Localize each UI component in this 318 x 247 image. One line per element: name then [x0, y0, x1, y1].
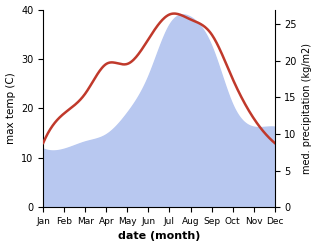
Y-axis label: max temp (C): max temp (C)	[5, 72, 16, 144]
Y-axis label: med. precipitation (kg/m2): med. precipitation (kg/m2)	[302, 43, 313, 174]
X-axis label: date (month): date (month)	[118, 231, 200, 242]
